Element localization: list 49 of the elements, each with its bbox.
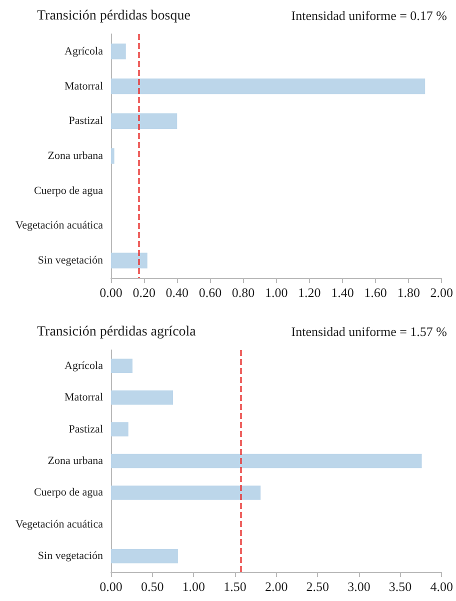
x-tick-label: 1.00 — [264, 285, 288, 300]
bar — [111, 78, 426, 94]
x-tick-label: 0.00 — [100, 579, 122, 594]
y-tick-label: Agrícola — [64, 360, 104, 372]
x-tick-label: 3.00 — [348, 579, 370, 594]
x-tick-label: 0.60 — [198, 285, 222, 300]
y-tick-label: Pastizal — [68, 423, 103, 436]
bar — [111, 422, 128, 436]
y-tick-label: Vegetación acuática — [15, 518, 104, 530]
x-tick-label: 0.20 — [132, 285, 156, 300]
bar — [111, 486, 261, 500]
bar — [111, 44, 126, 60]
y-tick-label: Sin vegetación — [38, 550, 104, 562]
chart-title: Transición pérdidas bosque — [37, 8, 190, 24]
x-tick-label: 1.50 — [224, 579, 246, 594]
y-tick-label: Zona urbana — [48, 455, 104, 467]
x-tick-label: 0.40 — [166, 285, 188, 300]
chart-subtitle: Intensidad uniforme = 1.57 % — [291, 324, 448, 339]
x-tick-label: 3.50 — [388, 579, 412, 594]
bar — [111, 454, 422, 468]
x-tick-label: 1.20 — [298, 285, 321, 300]
bar — [111, 390, 173, 405]
y-tick-label: Sin vegetación — [38, 254, 104, 267]
y-tick-label: Zona urbana — [48, 150, 104, 162]
x-tick-label: 0.80 — [232, 285, 255, 300]
x-tick-label: 0.00 — [100, 285, 122, 300]
bar — [111, 113, 178, 129]
y-tick-label: Vegetación acuática — [15, 220, 104, 232]
bar — [111, 252, 148, 268]
y-tick-label: Cuerpo de agua — [34, 184, 104, 197]
x-tick-label: 0.50 — [140, 579, 164, 594]
y-tick-label: Matorral — [64, 392, 103, 404]
x-tick-label: 2.00 — [264, 579, 288, 594]
bar — [111, 358, 132, 373]
x-tick-label: 1.40 — [331, 285, 354, 300]
y-tick-label: Agrícola — [64, 45, 104, 58]
x-tick-label: 4.00 — [430, 579, 453, 594]
x-tick-label: 1.00 — [182, 579, 206, 594]
y-tick-label: Pastizal — [68, 115, 103, 128]
y-tick-label: Matorral — [64, 80, 103, 92]
bar — [111, 148, 114, 164]
x-tick-label: 1.60 — [364, 285, 387, 300]
bar — [111, 549, 178, 564]
y-tick-label: Cuerpo de agua — [34, 486, 104, 499]
x-tick-label: 2.50 — [306, 579, 330, 594]
x-tick-label: 1.80 — [397, 285, 420, 300]
chart-title: Transición pérdidas agrícola — [37, 324, 197, 340]
x-tick-label: 2.00 — [430, 285, 453, 300]
chart-subtitle: Intensidad uniforme = 0.17 % — [291, 8, 448, 23]
